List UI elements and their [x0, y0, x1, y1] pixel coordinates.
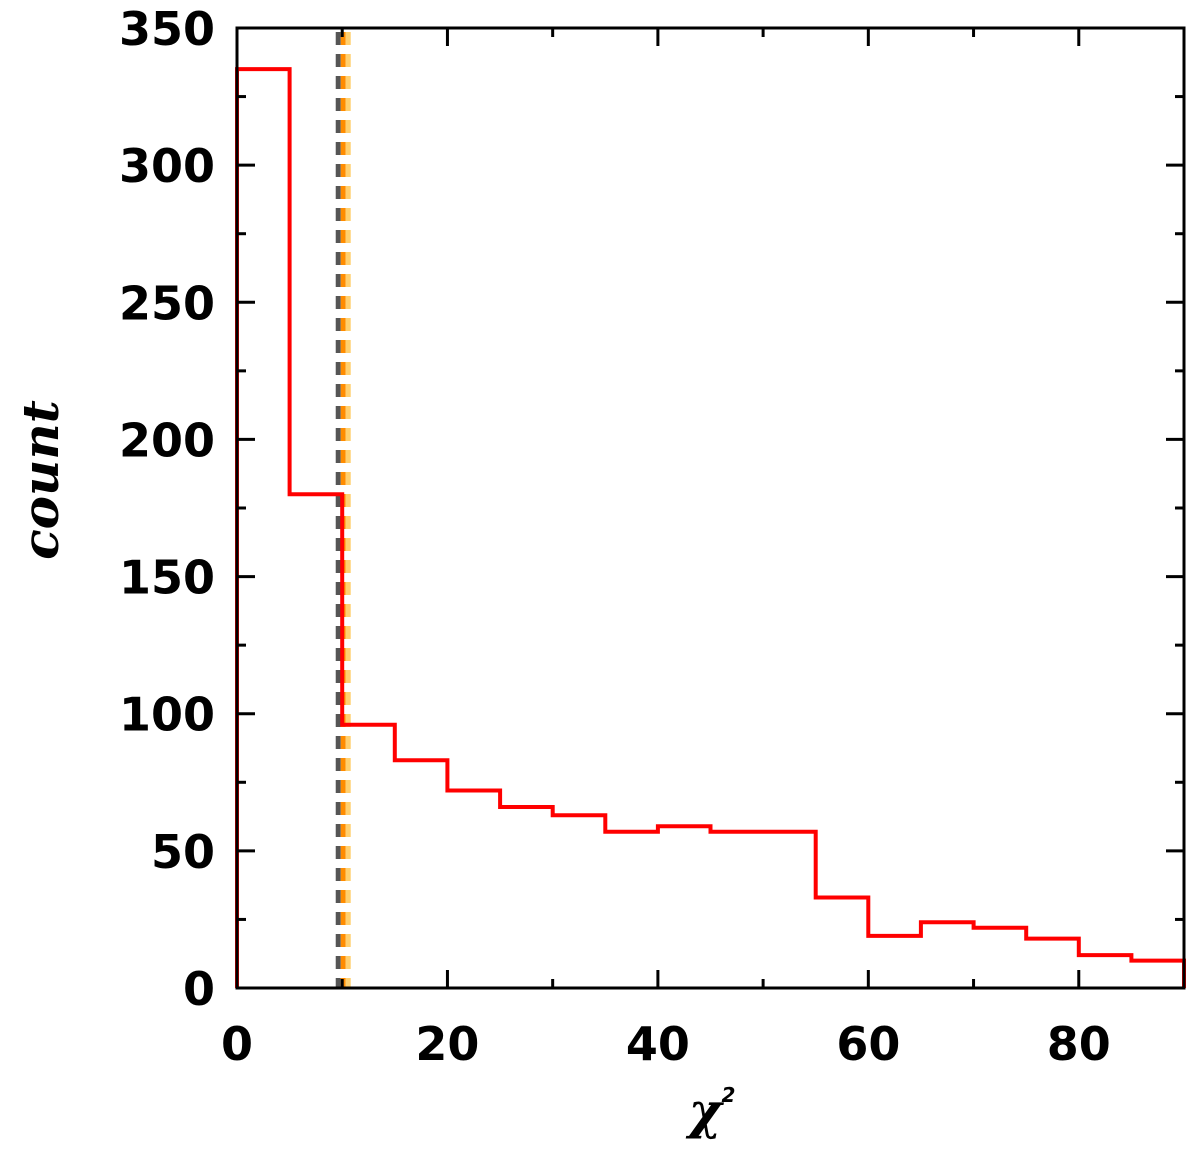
x-axis-title-main: χ	[686, 1081, 725, 1140]
y-axis-title: count	[11, 400, 70, 560]
y-tick-label: 150	[119, 551, 215, 605]
y-tick-label: 250	[119, 276, 215, 330]
x-axis-title-superscript: 2	[721, 1083, 735, 1107]
histogram-step-line	[235, 67, 1186, 988]
reference-line	[335, 32, 351, 988]
y-tick-label: 350	[119, 2, 215, 56]
x-tick-label: 60	[836, 1017, 900, 1071]
y-tick-label: 300	[119, 139, 215, 193]
y-tick-label: 50	[151, 825, 215, 879]
x-tick-label: 80	[1047, 1017, 1111, 1071]
y-tick-label: 0	[183, 962, 215, 1016]
x-tick-label: 40	[626, 1017, 690, 1071]
y-tick-label: 100	[119, 688, 215, 742]
tick-labels: 0 20 40 60 80 0 50 100 150 200 250 300 350	[119, 2, 1111, 1071]
x-tick-label: 20	[415, 1017, 479, 1071]
y-tick-label: 200	[119, 413, 215, 467]
x-tick-label: 0	[221, 1017, 253, 1071]
axis-ticks	[235, 26, 1184, 990]
x-axis-title: χ2	[686, 1081, 736, 1140]
plot-frame	[235, 26, 1186, 990]
